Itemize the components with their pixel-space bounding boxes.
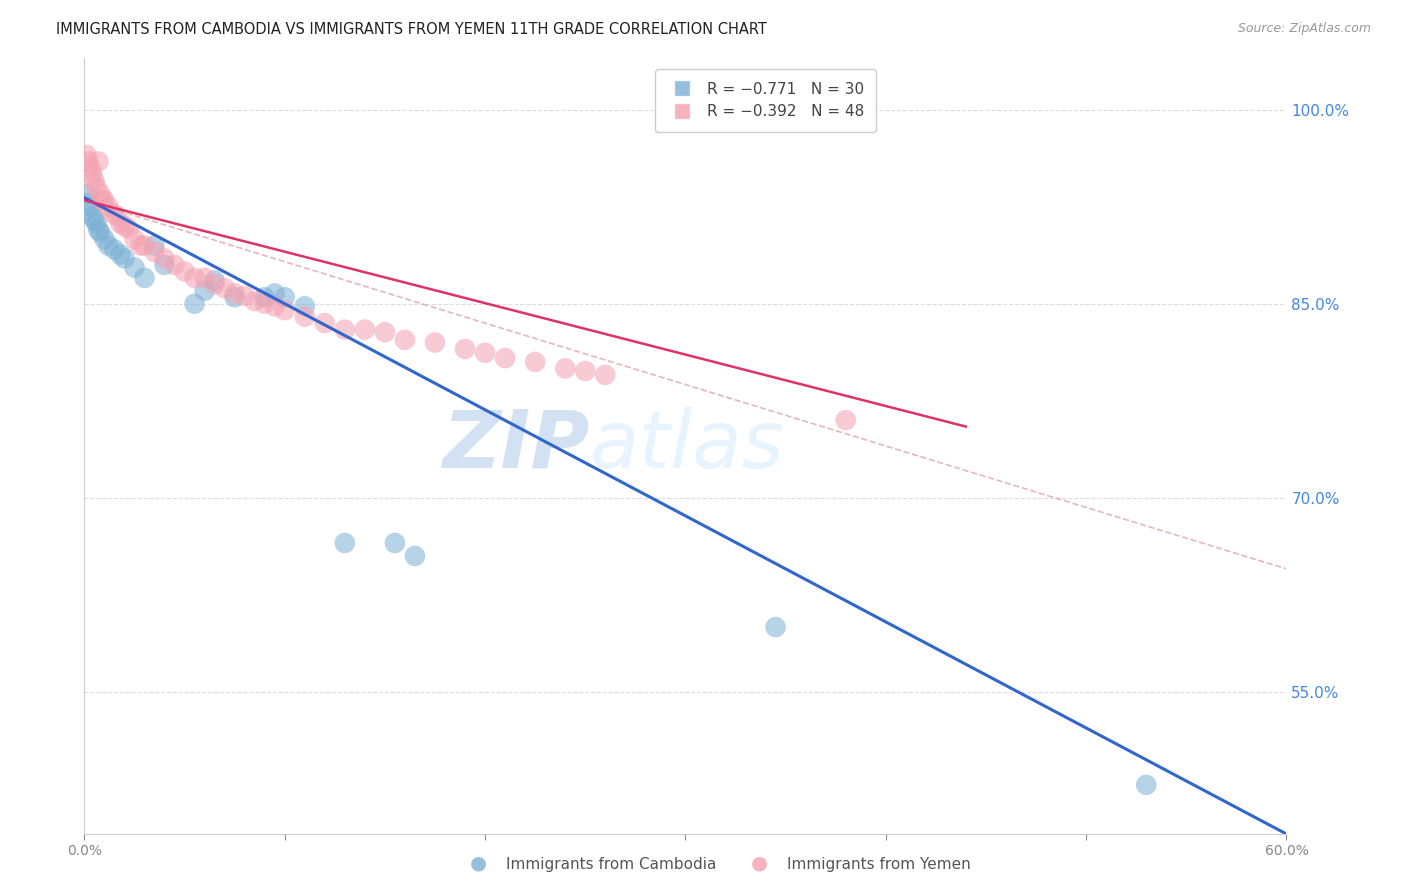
Legend: R = −0.771   N = 30, R = −0.392   N = 48: R = −0.771 N = 30, R = −0.392 N = 48 [655,70,876,132]
Point [103,243,125,257]
Point [204,273,226,287]
Point [134,238,156,252]
Point [173,264,195,278]
Point [77,195,100,210]
Text: atlas: atlas [589,407,785,485]
Point [101,206,124,220]
Point [83,174,105,188]
Text: ●: ● [751,854,768,872]
Point [333,323,356,337]
Text: ●: ● [470,854,486,872]
Point [253,290,276,304]
Point [82,168,104,182]
Point [394,333,416,347]
Point [153,252,176,266]
Point [163,258,186,272]
Point [554,361,576,376]
Point [454,342,477,356]
Point [294,310,316,324]
Point [423,335,446,350]
Point [93,232,115,246]
Point [97,238,120,252]
Point [153,258,176,272]
Point [224,290,246,304]
Point [124,232,146,246]
Text: IMMIGRANTS FROM CAMBODIA VS IMMIGRANTS FROM YEMEN 11TH GRADE CORRELATION CHART: IMMIGRANTS FROM CAMBODIA VS IMMIGRANTS F… [56,22,768,37]
Text: Immigrants from Cambodia: Immigrants from Cambodia [506,857,717,872]
Point [494,351,516,365]
Point [89,226,111,240]
Point [354,323,377,337]
Point [263,286,285,301]
Point [79,161,101,175]
Point [765,620,787,634]
Point [374,325,396,339]
Point [134,271,156,285]
Point [204,277,226,292]
Point [143,244,166,259]
Point [835,413,858,427]
Point [77,154,100,169]
Point [75,186,97,201]
Point [82,209,104,223]
Point [333,536,356,550]
Point [274,290,297,304]
Point [110,247,132,261]
Point [243,294,266,309]
Point [183,297,205,311]
Point [233,289,256,303]
Point [93,194,115,208]
Point [129,238,152,252]
Point [194,284,217,298]
Point [253,297,276,311]
Point [183,271,205,285]
Point [314,316,336,330]
Point [105,209,128,223]
Point [274,303,297,318]
Point [86,180,108,194]
Point [194,271,217,285]
Point [114,252,135,266]
Point [83,212,105,227]
Point [124,260,146,275]
Point [79,200,101,214]
Point [91,194,114,208]
Point [97,200,120,214]
Point [524,355,547,369]
Point [75,148,97,162]
Point [224,286,246,301]
Point [89,186,111,201]
Point [294,299,316,313]
Point [574,364,596,378]
Text: ZIP: ZIP [441,407,589,485]
Point [87,223,110,237]
Point [404,549,426,563]
Text: Immigrants from Yemen: Immigrants from Yemen [787,857,972,872]
Point [117,221,139,235]
Point [87,154,110,169]
Text: Source: ZipAtlas.com: Source: ZipAtlas.com [1237,22,1371,36]
Point [263,299,285,313]
Point [1135,778,1157,792]
Point [143,238,166,252]
Point [474,346,496,360]
Point [114,219,135,234]
Point [384,536,406,550]
Point [214,281,236,295]
Point [110,217,132,231]
Point [595,368,617,382]
Point [86,217,108,231]
